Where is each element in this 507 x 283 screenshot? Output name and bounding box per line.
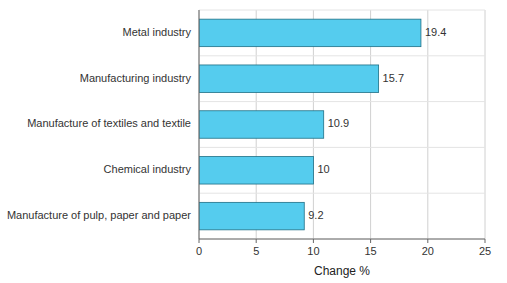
category-label: Manufacture of pulp, paper and paper	[7, 209, 191, 221]
tick-label: 15	[364, 245, 376, 257]
category-label: Metal industry	[123, 26, 192, 38]
tick-label: 5	[253, 245, 259, 257]
tick-mark	[199, 239, 200, 243]
grid-line	[427, 10, 428, 239]
x-axis: 0 5 10 15 20 25	[196, 10, 491, 257]
bar	[199, 111, 324, 138]
data-label: 19.4	[425, 26, 446, 38]
row-separator	[199, 193, 485, 194]
bar	[199, 19, 421, 46]
category-label: Manufacturing industry	[80, 72, 192, 84]
tick-label: 10	[307, 245, 319, 257]
data-label: 9.2	[308, 209, 323, 221]
data-label: 10.9	[328, 117, 349, 129]
grid-line	[199, 10, 200, 239]
data-label: 10	[317, 163, 329, 175]
tick-label: 20	[422, 245, 434, 257]
chart: Manufacture of pulp, paper and paper Chem…	[0, 0, 507, 283]
bar	[199, 65, 379, 92]
row-separator	[199, 101, 485, 102]
grid	[199, 10, 485, 239]
x-axis-title: Change %	[314, 264, 370, 278]
row-separator	[199, 147, 485, 148]
tick-mark	[427, 239, 428, 243]
bars	[199, 19, 421, 230]
tick-label: 0	[196, 245, 202, 257]
axis-line	[199, 10, 200, 239]
row-separator	[199, 10, 485, 11]
bar	[199, 157, 313, 184]
category-labels: Manufacture of pulp, paper and paper Chem…	[7, 26, 192, 221]
tick-mark	[313, 239, 314, 243]
category-label: Chemical industry	[104, 163, 192, 175]
category-label: Manufacture of textiles and textile	[27, 117, 191, 129]
data-labels: 9.2 10 10.9 15.7 19.4	[308, 26, 446, 221]
tick-mark	[485, 239, 486, 243]
row-separator	[199, 55, 485, 56]
bar	[199, 202, 304, 229]
tick-label: 25	[479, 245, 491, 257]
tick-mark	[370, 239, 371, 243]
axis-line	[199, 239, 485, 240]
grid-line	[485, 10, 486, 239]
tick-mark	[256, 239, 257, 243]
row-separator	[199, 239, 485, 240]
data-label: 15.7	[383, 72, 404, 84]
